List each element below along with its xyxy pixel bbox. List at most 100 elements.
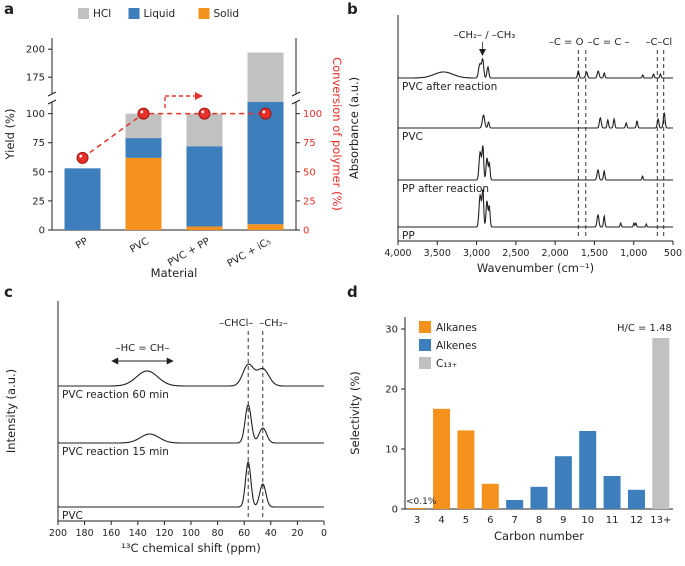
legend-label: Alkanes	[436, 322, 477, 334]
bar-segment	[247, 52, 284, 102]
x-tick-label: 5	[463, 515, 469, 526]
legend-swatch	[78, 8, 89, 19]
chart-text: 75	[303, 138, 316, 149]
x-tick-label: 140	[129, 528, 147, 539]
chart-text: 50	[32, 167, 45, 178]
bar-9	[554, 456, 572, 509]
spectrum-trace	[58, 404, 324, 444]
x-axis-title: Wavenumber (cm⁻¹)	[477, 261, 594, 275]
x-tick-label: 3,500	[424, 248, 451, 259]
chart-text: 75	[32, 138, 45, 149]
x-axis-title: Carbon number	[494, 529, 584, 543]
x-axis-title: Material	[151, 266, 198, 280]
axis-break-mark	[47, 99, 57, 105]
conversion-marker	[76, 151, 89, 164]
spectrum-trace	[58, 363, 324, 387]
trace-label: PVC	[62, 510, 83, 522]
bar-segment	[186, 146, 223, 227]
bar-segment	[125, 157, 162, 230]
legend-swatch	[419, 321, 431, 333]
panel-a: a HCl Liquid Solid 0 25 50 75 100 175 200 0 25 50 75 1…	[0, 0, 342, 283]
panel-a-label: a	[4, 0, 15, 18]
x-tick-label: 7	[511, 515, 517, 526]
conversion-marker	[198, 107, 211, 120]
y-axis-title: Selectivity (%)	[348, 371, 362, 455]
arrow-down-icon	[478, 49, 486, 56]
x-tick-label: 100	[182, 528, 200, 539]
chart-text: 100	[303, 109, 322, 120]
x-tick-label: 2,000	[542, 248, 569, 259]
spectrum-trace	[398, 112, 673, 129]
bar-13+	[652, 338, 670, 509]
bar-7	[506, 500, 524, 509]
chart-text: 0	[303, 226, 309, 237]
x-tick-label: 160	[102, 528, 120, 539]
bar-12	[627, 489, 645, 509]
chart-text: 200	[26, 45, 45, 56]
spectrum-trace	[398, 57, 673, 79]
x-tick-label: 2,500	[502, 248, 529, 259]
x-tick-label: PVC + PP	[166, 236, 212, 269]
x-tick-label: 180	[76, 528, 94, 539]
x-tick-label: 10	[581, 515, 594, 526]
x-tick-label: 12	[630, 515, 643, 526]
x-axis-title: ¹³C chemical shift (ppm)	[121, 541, 260, 555]
chart-text: 20	[385, 385, 398, 396]
legend-label: Solid	[214, 8, 240, 20]
bar-4	[433, 408, 451, 509]
annotation: –C–Cl	[645, 37, 672, 48]
x-tick-label: PP	[74, 236, 90, 252]
x-tick-label: 4,000	[384, 248, 411, 259]
legend-label: C₁₃₊	[436, 358, 457, 370]
chart-text: 25	[32, 196, 45, 207]
x-tick-label: 0	[321, 528, 327, 539]
chart-text: 0	[39, 226, 45, 237]
legend-swatch	[419, 357, 431, 369]
x-tick-label: 6	[487, 515, 493, 526]
x-tick-label: 13+	[650, 515, 671, 526]
x-tick-label: 20	[291, 528, 303, 539]
spectrum-trace	[58, 461, 324, 508]
trace-label: PVC	[402, 131, 423, 143]
legend-label: Alkenes	[436, 340, 477, 352]
legend-swatch	[198, 8, 210, 19]
y-axis-title: Absorbance (a.u.)	[347, 77, 361, 179]
legend-label: HCl	[93, 8, 111, 20]
bar-segment	[64, 168, 101, 230]
panel-a-chart: HCl Liquid Solid 0 25 50 75 100 175 200 0 25 50 75 100…	[3, 8, 342, 280]
x-tick-label: 500	[664, 248, 682, 259]
x-tick-label: 11	[606, 515, 619, 526]
annotation: –CH₂–	[259, 318, 288, 329]
x-tick-label: 200	[49, 528, 67, 539]
bar-segment	[247, 102, 284, 225]
x-tick-label: 1,500	[581, 248, 608, 259]
x-tick-label: 8	[536, 515, 542, 526]
spectrum-trace	[398, 189, 673, 228]
trace-label: PVC reaction 15 min	[62, 446, 169, 458]
axis-break-mark	[291, 99, 301, 105]
x-tick-label: 60	[238, 528, 250, 539]
bar-10	[579, 431, 597, 509]
trace-label: PVC reaction 60 min	[62, 389, 169, 401]
panel-b-label: b	[347, 0, 358, 18]
y-axis-right-title: Conversion of polymer (%)	[330, 57, 342, 211]
annotation: H/C = 1.48	[617, 323, 672, 334]
conversion-line	[82, 112, 266, 159]
chart-text: 175	[26, 73, 45, 84]
panel-c: c 200 180 160 140 120 100 80 60 40 20 0 ¹³C chemica…	[0, 283, 342, 566]
chart-text: 30	[385, 325, 398, 336]
conversion-marker	[259, 107, 272, 120]
chart-text: 25	[303, 196, 316, 207]
bar-segment	[186, 226, 223, 230]
x-tick-label: PVC + iC₅	[226, 236, 273, 270]
panel-b-chart: 4,000 3,500 3,000 2,500 2,000 1,500 1,000 500 Wa…	[347, 15, 682, 275]
x-tick-label: 40	[265, 528, 277, 539]
chart-text: 10	[385, 445, 398, 456]
panel-d-label: d	[347, 283, 358, 301]
x-tick-label: 3,000	[463, 248, 490, 259]
arrow-right-icon	[166, 357, 174, 365]
panel-d: d 0 10 20 30 Selectivity (%) Carbon number 3 4 5…	[343, 283, 685, 566]
axis-break-mark	[291, 91, 301, 97]
